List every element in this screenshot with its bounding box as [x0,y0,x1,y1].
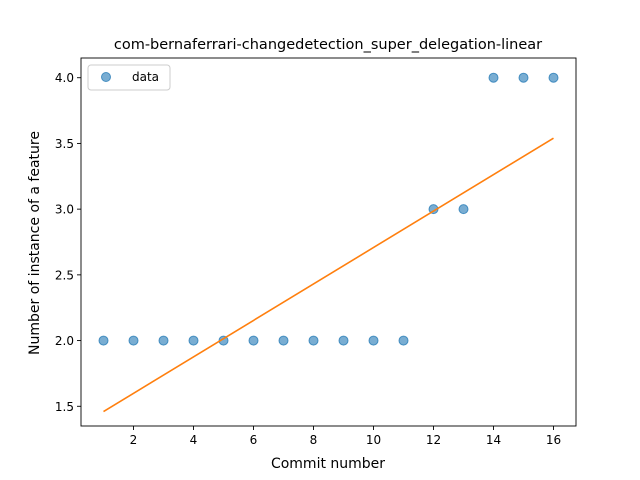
data-point [338,335,349,346]
y-tick-label: 3.0 [55,203,74,217]
data-point [308,335,319,346]
data-point [488,72,499,83]
x-tick-label: 4 [190,433,198,447]
x-tick-label: 14 [486,433,501,447]
y-tick-label: 4.0 [55,71,74,85]
data-point [548,72,559,83]
x-tick-label: 16 [546,433,561,447]
x-tick-label: 12 [426,433,441,447]
data-point [158,335,169,346]
y-axis-label: Number of instance of a feature [27,131,43,355]
x-tick-label: 8 [310,433,318,447]
data-point [128,335,139,346]
y-tick-label: 1.5 [55,400,74,414]
x-tick-label: 2 [130,433,138,447]
legend: data [87,64,171,91]
x-axis-label: Commit number [271,456,385,472]
y-tick-label: 2.0 [55,334,74,348]
x-tick-label: 6 [250,433,258,447]
axes-frame [80,57,577,427]
data-point [248,335,259,346]
y-tick-label: 2.5 [55,268,74,282]
plot-area: 2 4 6 8 10 12 14 16 1.5 2.0 2.5 3.0 3.5 4.0 data [55,57,577,447]
data-point [368,335,379,346]
data-point [188,335,199,346]
legend-box [87,64,171,91]
chart-title: com-bernaferrari-changedetection_super_d… [114,37,542,53]
legend-marker [101,72,111,82]
x-tick-label: 10 [366,433,381,447]
data-point [458,204,469,215]
data-point [278,335,289,346]
data-point [518,72,529,83]
data-point [398,335,409,346]
fit-line [103,137,554,413]
data-point [98,335,109,346]
legend-label: data [132,70,159,84]
y-tick-label: 3.5 [55,137,74,151]
